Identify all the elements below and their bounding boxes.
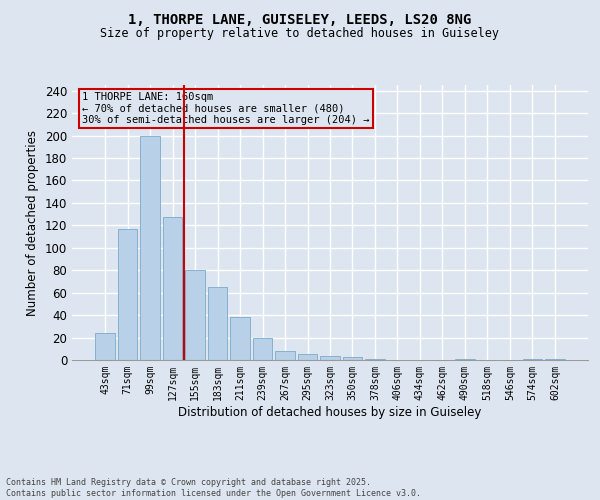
Text: 1 THORPE LANE: 160sqm
← 70% of detached houses are smaller (480)
30% of semi-det: 1 THORPE LANE: 160sqm ← 70% of detached … bbox=[82, 92, 370, 125]
Bar bbox=[140, 136, 160, 360]
Text: Size of property relative to detached houses in Guiseley: Size of property relative to detached ho… bbox=[101, 28, 499, 40]
Bar bbox=[253, 338, 272, 360]
X-axis label: Distribution of detached houses by size in Guiseley: Distribution of detached houses by size … bbox=[178, 406, 482, 418]
Bar bbox=[118, 228, 137, 360]
Bar bbox=[185, 270, 205, 360]
Bar bbox=[95, 333, 115, 360]
Text: Contains HM Land Registry data © Crown copyright and database right 2025.
Contai: Contains HM Land Registry data © Crown c… bbox=[6, 478, 421, 498]
Bar bbox=[523, 359, 542, 360]
Bar bbox=[275, 351, 295, 360]
Bar bbox=[298, 354, 317, 360]
Bar bbox=[343, 356, 362, 360]
Bar bbox=[230, 318, 250, 360]
Y-axis label: Number of detached properties: Number of detached properties bbox=[26, 130, 39, 316]
Bar bbox=[545, 359, 565, 360]
Bar bbox=[163, 218, 182, 360]
Text: 1, THORPE LANE, GUISELEY, LEEDS, LS20 8NG: 1, THORPE LANE, GUISELEY, LEEDS, LS20 8N… bbox=[128, 12, 472, 26]
Bar bbox=[365, 359, 385, 360]
Bar bbox=[320, 356, 340, 360]
Bar bbox=[455, 359, 475, 360]
Bar bbox=[208, 287, 227, 360]
